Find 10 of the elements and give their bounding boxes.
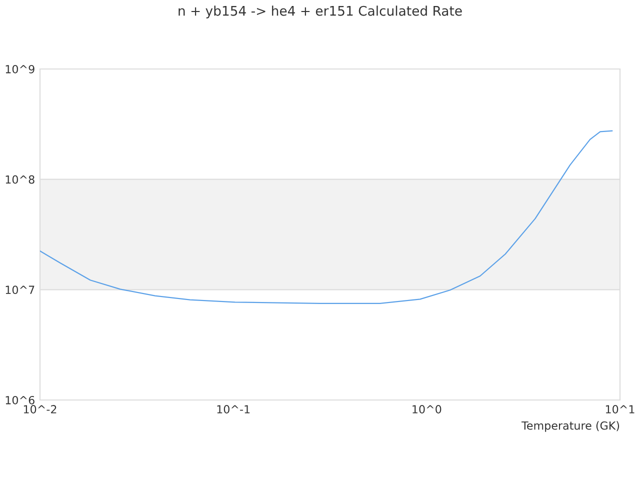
chart-title: n + yb154 -> he4 + er151 Calculated Rate	[178, 6, 462, 18]
x-tick-label: 10^-1	[217, 405, 250, 414]
x-tick-label: 10^-2	[24, 405, 56, 414]
x-tick-label: 10^0	[412, 405, 442, 414]
x-tick-label: 10^1	[606, 405, 634, 414]
y-tick-label: 10^9	[6, 64, 34, 74]
y-tick-label: 10^7	[6, 286, 34, 294]
y-tick-label: 10^8	[6, 175, 34, 184]
x-axis-title: Temperature (GK)	[521, 421, 620, 432]
y-tick-label: 10^6	[6, 396, 34, 404]
